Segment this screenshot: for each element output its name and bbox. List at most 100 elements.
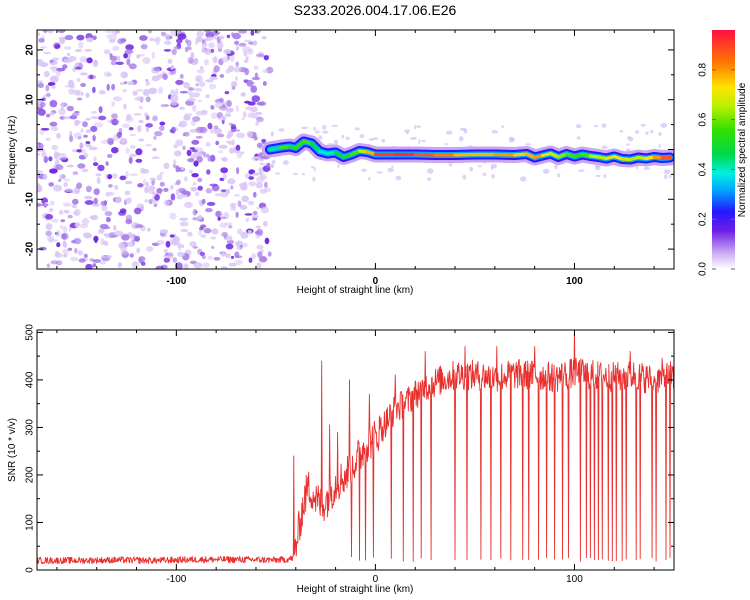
noise-speckle	[103, 49, 111, 55]
noise-speckle	[67, 247, 73, 251]
noise-speckle	[189, 129, 198, 133]
trace-halo-speckle	[337, 164, 340, 168]
noise-speckle	[244, 39, 252, 43]
trace-halo-speckle	[418, 138, 421, 144]
noise-speckle	[128, 63, 137, 70]
trace-halo-speckle	[663, 169, 671, 174]
noise-speckle	[159, 125, 165, 131]
noise-speckle	[151, 51, 156, 59]
noise-speckle	[183, 115, 191, 121]
noise-speckle	[76, 34, 85, 41]
noise-speckle	[197, 177, 203, 183]
trace-halo-speckle	[446, 130, 453, 135]
noise-speckle	[194, 191, 200, 197]
noise-speckle	[209, 76, 218, 80]
noise-speckle	[106, 154, 113, 158]
noise-speckle	[163, 253, 167, 259]
noise-speckle	[37, 170, 43, 174]
noise-speckle	[90, 116, 98, 120]
noise-speckle	[83, 134, 88, 138]
noise-speckle	[148, 198, 153, 205]
noise-speckle	[252, 156, 261, 160]
noise-speckle	[133, 112, 142, 116]
noise-speckle	[69, 256, 79, 262]
noise-speckle	[63, 46, 72, 50]
noise-speckle	[71, 204, 77, 209]
noise-speckle	[46, 263, 51, 268]
noise-speckle	[55, 229, 61, 238]
noise-speckle	[145, 181, 149, 188]
noise-speckle	[68, 83, 75, 89]
noise-speckle	[240, 92, 246, 97]
noise-speckle	[92, 203, 100, 207]
noise-speckle	[195, 126, 204, 134]
noise-speckle	[131, 261, 139, 269]
noise-speckle	[220, 167, 229, 174]
noise-speckle	[212, 56, 218, 64]
noise-speckle	[62, 248, 70, 254]
noise-speckle	[241, 117, 245, 121]
noise-speckle	[216, 36, 221, 44]
trace-halo-speckle	[282, 160, 289, 166]
noise-speckle	[235, 144, 241, 151]
noise-speckle	[147, 227, 151, 232]
noise-speckle	[110, 60, 118, 66]
noise-speckle	[218, 150, 223, 154]
trace-halo-speckle	[301, 172, 305, 176]
noise-speckle	[115, 61, 124, 65]
trace-halo-speckle	[359, 134, 365, 138]
noise-speckle	[242, 243, 248, 248]
noise-speckle	[85, 92, 90, 98]
noise-speckle	[51, 69, 59, 73]
noise-speckle	[197, 185, 203, 191]
trace-halo-speckle	[459, 136, 464, 142]
noise-speckle	[119, 208, 127, 214]
noise-speckle	[105, 255, 112, 259]
noise-speckle	[111, 101, 115, 107]
noise-speckle	[191, 149, 198, 153]
noise-speckle	[238, 42, 247, 47]
noise-speckle	[47, 235, 55, 242]
noise-speckle	[105, 191, 111, 197]
noise-speckle	[122, 89, 127, 93]
noise-speckle	[196, 155, 203, 163]
noise-speckle	[92, 60, 99, 68]
trace-halo-speckle	[361, 168, 367, 172]
noise-speckle	[95, 173, 102, 177]
noise-speckle	[189, 147, 196, 150]
trace-halo-speckle	[278, 128, 285, 132]
colorbar-tick-label: 0.4	[698, 162, 709, 176]
noise-speckle	[113, 119, 120, 125]
noise-speckle	[37, 80, 43, 84]
noise-speckle	[110, 119, 114, 124]
noise-speckle	[64, 34, 74, 41]
noise-speckle	[253, 65, 259, 70]
noise-speckle	[182, 145, 186, 150]
noise-speckle	[219, 35, 225, 40]
colorbar	[712, 30, 735, 269]
noise-speckle	[121, 123, 131, 128]
noise-speckle	[74, 66, 82, 70]
noise-speckle	[101, 204, 108, 212]
noise-speckle	[205, 79, 214, 83]
trace-halo-speckle	[444, 143, 448, 146]
noise-speckle	[198, 99, 203, 103]
noise-speckle	[186, 149, 192, 157]
noise-speckle	[255, 182, 263, 189]
trace-halo-speckle	[658, 143, 661, 149]
noise-speckle	[226, 134, 231, 139]
noise-speckle	[202, 41, 208, 49]
trace-halo-speckle	[391, 165, 394, 169]
noise-speckle	[219, 177, 225, 181]
noise-speckle	[256, 116, 264, 123]
noise-speckle	[251, 76, 261, 81]
colorbar-tick-label: 0.6	[698, 112, 709, 126]
noise-speckle	[92, 263, 97, 268]
noise-speckle	[151, 156, 160, 160]
signal-trace-segment	[493, 152, 517, 157]
noise-speckle	[67, 214, 73, 219]
noise-speckle	[187, 158, 195, 163]
noise-speckle	[234, 251, 240, 258]
noise-speckle	[196, 76, 201, 83]
noise-speckle	[202, 255, 206, 260]
